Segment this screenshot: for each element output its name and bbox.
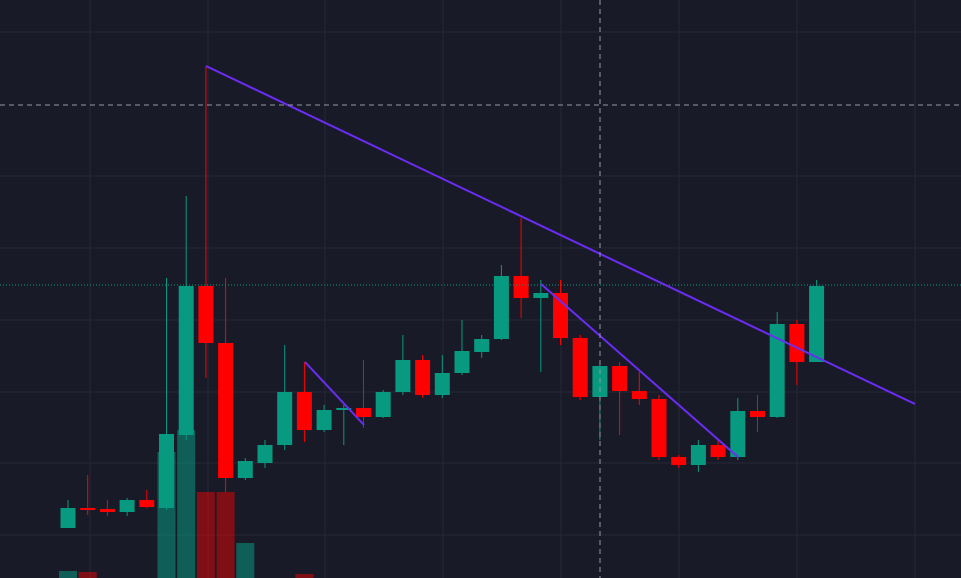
candle-body: [119, 500, 135, 512]
candle-body: [651, 399, 667, 457]
candle-body: [356, 408, 371, 417]
trend-line: [540, 283, 739, 458]
candle-body: [60, 508, 76, 528]
candle-body: [690, 445, 706, 465]
candle-body: [769, 324, 785, 417]
candle-body: [730, 411, 746, 457]
volume-bar: [59, 571, 77, 578]
candle-body: [572, 338, 588, 397]
volume-layer: [59, 430, 314, 578]
candle-body: [99, 509, 115, 512]
candle-body: [237, 461, 253, 478]
candle-body: [218, 343, 234, 478]
candle-body: [789, 324, 805, 362]
candle-body: [671, 457, 687, 465]
candle-body: [296, 392, 312, 430]
volume-bar: [78, 572, 97, 578]
candle-body: [375, 392, 391, 417]
candle-body: [434, 373, 450, 395]
volume-bar: [216, 492, 235, 578]
candle-body: [631, 391, 647, 399]
candle-body: [336, 408, 352, 410]
volume-bar: [295, 574, 314, 578]
volume-bar: [236, 543, 255, 578]
candle-body: [316, 410, 332, 430]
candle-body: [493, 276, 509, 339]
candle-body: [612, 366, 628, 391]
candle-layer: [60, 66, 825, 528]
candle-body: [277, 392, 293, 445]
candle-body: [710, 445, 726, 457]
trend-line: [205, 65, 916, 405]
candle-body: [750, 411, 765, 417]
candle-body: [178, 286, 194, 435]
volume-bar: [196, 492, 215, 578]
candle-body: [139, 500, 155, 507]
trend-line: [304, 361, 365, 426]
candle-body: [454, 351, 470, 373]
candle-body: [257, 445, 273, 463]
candle-body: [395, 360, 411, 392]
candle-body: [415, 360, 431, 395]
candle-body: [80, 508, 96, 510]
candle-body: [513, 276, 529, 298]
candle-body: [809, 286, 825, 362]
volume-bar: [177, 430, 196, 578]
candle-body: [159, 434, 174, 508]
candle-body: [553, 293, 568, 338]
candle-body: [198, 286, 214, 343]
candle-body: [533, 293, 549, 298]
candle-body: [474, 339, 490, 352]
